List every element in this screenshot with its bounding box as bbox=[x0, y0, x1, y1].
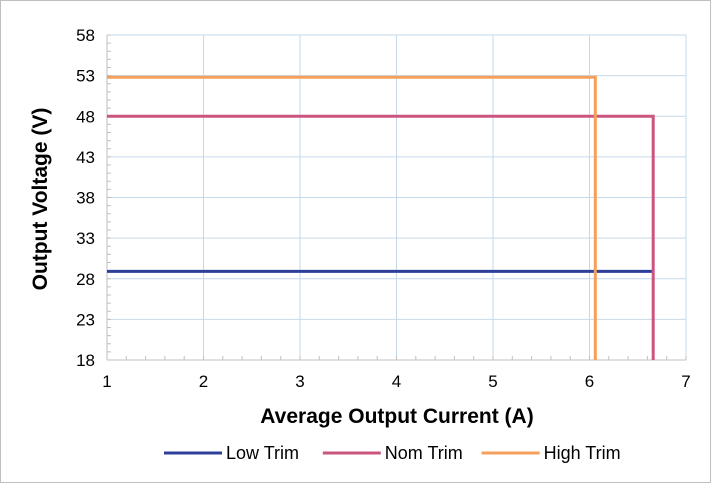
legend-item-low-trim: Low Trim bbox=[164, 443, 299, 463]
y-tick-label-5: 43 bbox=[76, 148, 95, 167]
y-tick-label-3: 33 bbox=[76, 229, 95, 248]
legend-label-nom-trim: Nom Trim bbox=[385, 443, 463, 463]
series-line-nom-trim bbox=[107, 114, 655, 360]
y-tick-label-7: 53 bbox=[76, 67, 95, 86]
x-tick-label-2: 3 bbox=[295, 372, 304, 391]
y-tick-label-1: 23 bbox=[76, 310, 95, 329]
y-tick-label-4: 38 bbox=[76, 189, 95, 208]
grid bbox=[106, 34, 687, 361]
y-tick-label-6: 48 bbox=[76, 107, 95, 126]
legend-item-high-trim: High Trim bbox=[481, 443, 621, 463]
y-axis-title: Output Voltage (V) bbox=[29, 108, 52, 291]
series-line-high-trim bbox=[107, 75, 597, 360]
x-tick-label-5: 6 bbox=[585, 372, 594, 391]
y-tick-label-2: 28 bbox=[76, 270, 95, 289]
legend-item-nom-trim: Nom Trim bbox=[322, 443, 463, 463]
y-tick-label-8: 58 bbox=[76, 26, 95, 45]
x-tick-label-4: 5 bbox=[488, 372, 497, 391]
x-tick-label-3: 4 bbox=[392, 372, 401, 391]
x-axis-title: Average Output Current (A) bbox=[260, 405, 533, 428]
legend-label-low-trim: Low Trim bbox=[226, 443, 299, 463]
series-group bbox=[107, 75, 655, 360]
legend: Low Trim Nom Trim High Trim bbox=[164, 443, 621, 463]
x-tick-label-0: 1 bbox=[102, 372, 111, 391]
legend-label-high-trim: High Trim bbox=[544, 443, 621, 463]
x-tick-label-1: 2 bbox=[199, 372, 208, 391]
x-tick-label-6: 7 bbox=[681, 372, 690, 391]
y-tick-label-0: 18 bbox=[76, 351, 95, 370]
